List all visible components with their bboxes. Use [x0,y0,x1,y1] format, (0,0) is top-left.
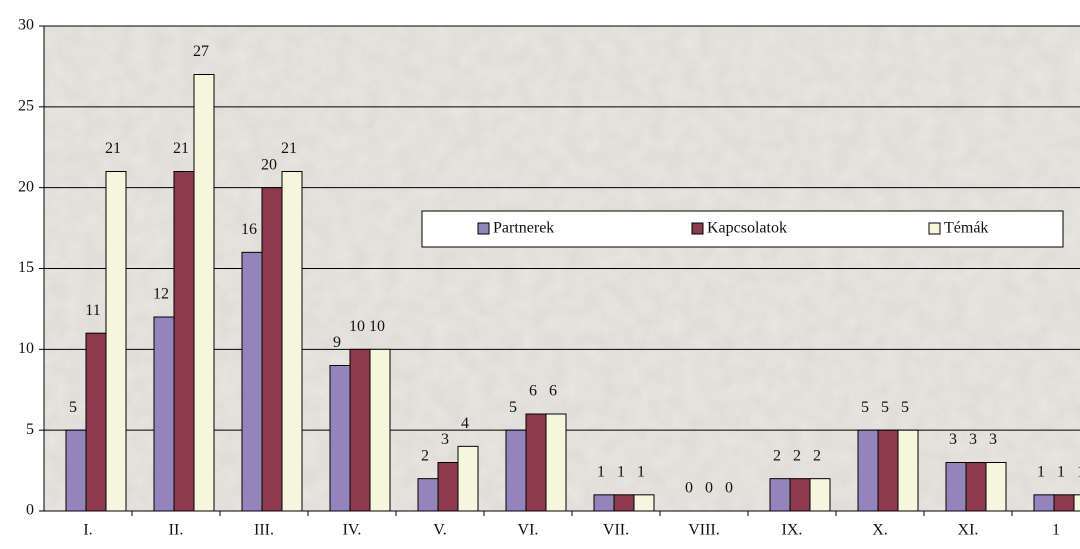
bar [769,478,791,512]
data-label: 5 [69,399,77,416]
data-label: 10 [369,318,385,335]
y-tick-label: 20 [18,178,34,195]
y-tick-label: 25 [18,98,34,115]
bar [1053,494,1075,512]
bar [613,494,635,512]
y-tick-label: 5 [26,421,34,438]
bar [945,462,967,512]
bar [153,316,175,512]
bar [329,365,351,512]
bar [241,251,263,512]
data-label: 6 [529,383,537,400]
legend-box [421,210,1064,248]
data-label: 0 [705,480,713,497]
bar [85,332,107,512]
bar [545,413,567,512]
x-tick-label: X. [872,522,888,539]
data-label: 1 [1037,464,1045,481]
x-tick-label: XI. [958,522,979,539]
data-label: 2 [813,447,821,464]
data-label: 9 [333,334,341,351]
data-label: 1 [637,464,645,481]
bar [1073,494,1080,512]
bar [857,429,879,512]
data-label: 3 [949,431,957,448]
x-tick-label: III. [254,522,274,539]
x-tick-label: IX. [782,522,803,539]
bar [281,171,303,512]
data-label: 5 [861,399,869,416]
bar [897,429,919,512]
data-label: 5 [881,399,889,416]
data-label: 3 [969,431,977,448]
y-tick-label: 15 [18,259,34,276]
bar [65,429,87,512]
data-label: 5 [509,399,517,416]
legend-swatch [477,222,490,235]
data-label: 6 [549,383,557,400]
x-tick-label: IV. [343,522,362,539]
bar [105,171,127,512]
bar [809,478,831,512]
bar [789,478,811,512]
data-label: 2 [421,447,429,464]
bar [349,348,371,512]
data-label: 1 [597,464,605,481]
data-label: 21 [173,140,189,157]
bar [525,413,547,512]
bar [261,187,283,512]
bar [437,462,459,512]
bar [369,348,391,512]
data-label: 0 [685,480,693,497]
legend-label: Kapcsolatok [707,220,787,237]
legend-label: Témák [944,220,988,237]
data-label: 2 [773,447,781,464]
x-tick-label: I. [83,522,92,539]
bar [593,494,615,512]
data-label: 21 [105,140,121,157]
bar [173,171,195,512]
data-label: 27 [193,43,209,60]
legend-label: Partnerek [493,220,554,237]
data-label: 3 [989,431,997,448]
data-label: 12 [153,286,169,303]
x-tick-label: V. [433,522,447,539]
x-tick-label: VI. [518,522,539,539]
data-label: 10 [349,318,365,335]
bar [985,462,1007,512]
x-tick-label: VII. [603,522,629,539]
bar [633,494,655,512]
data-label: 0 [725,480,733,497]
y-tick-label: 0 [26,502,34,519]
bar [965,462,987,512]
x-tick-label: II. [169,522,184,539]
bar [193,74,215,512]
data-label: 21 [281,140,297,157]
bar [417,478,439,512]
legend-swatch [691,222,704,235]
data-label: 1 [1077,464,1080,481]
bar [505,429,527,512]
data-label: 20 [261,156,277,173]
y-tick-label: 30 [18,17,34,34]
bar [877,429,899,512]
legend-swatch [928,222,941,235]
bar [457,445,479,512]
y-tick-label: 10 [18,340,34,357]
data-label: 5 [901,399,909,416]
data-label: 16 [241,221,257,238]
data-label: 3 [441,431,449,448]
data-label: 11 [85,302,100,319]
data-label: 2 [793,447,801,464]
x-tick-label: 1 [1052,522,1060,539]
bar [1033,494,1055,512]
data-label: 1 [1057,464,1065,481]
data-label: 1 [617,464,625,481]
data-label: 4 [461,415,469,432]
x-tick-label: VIII. [688,522,720,539]
